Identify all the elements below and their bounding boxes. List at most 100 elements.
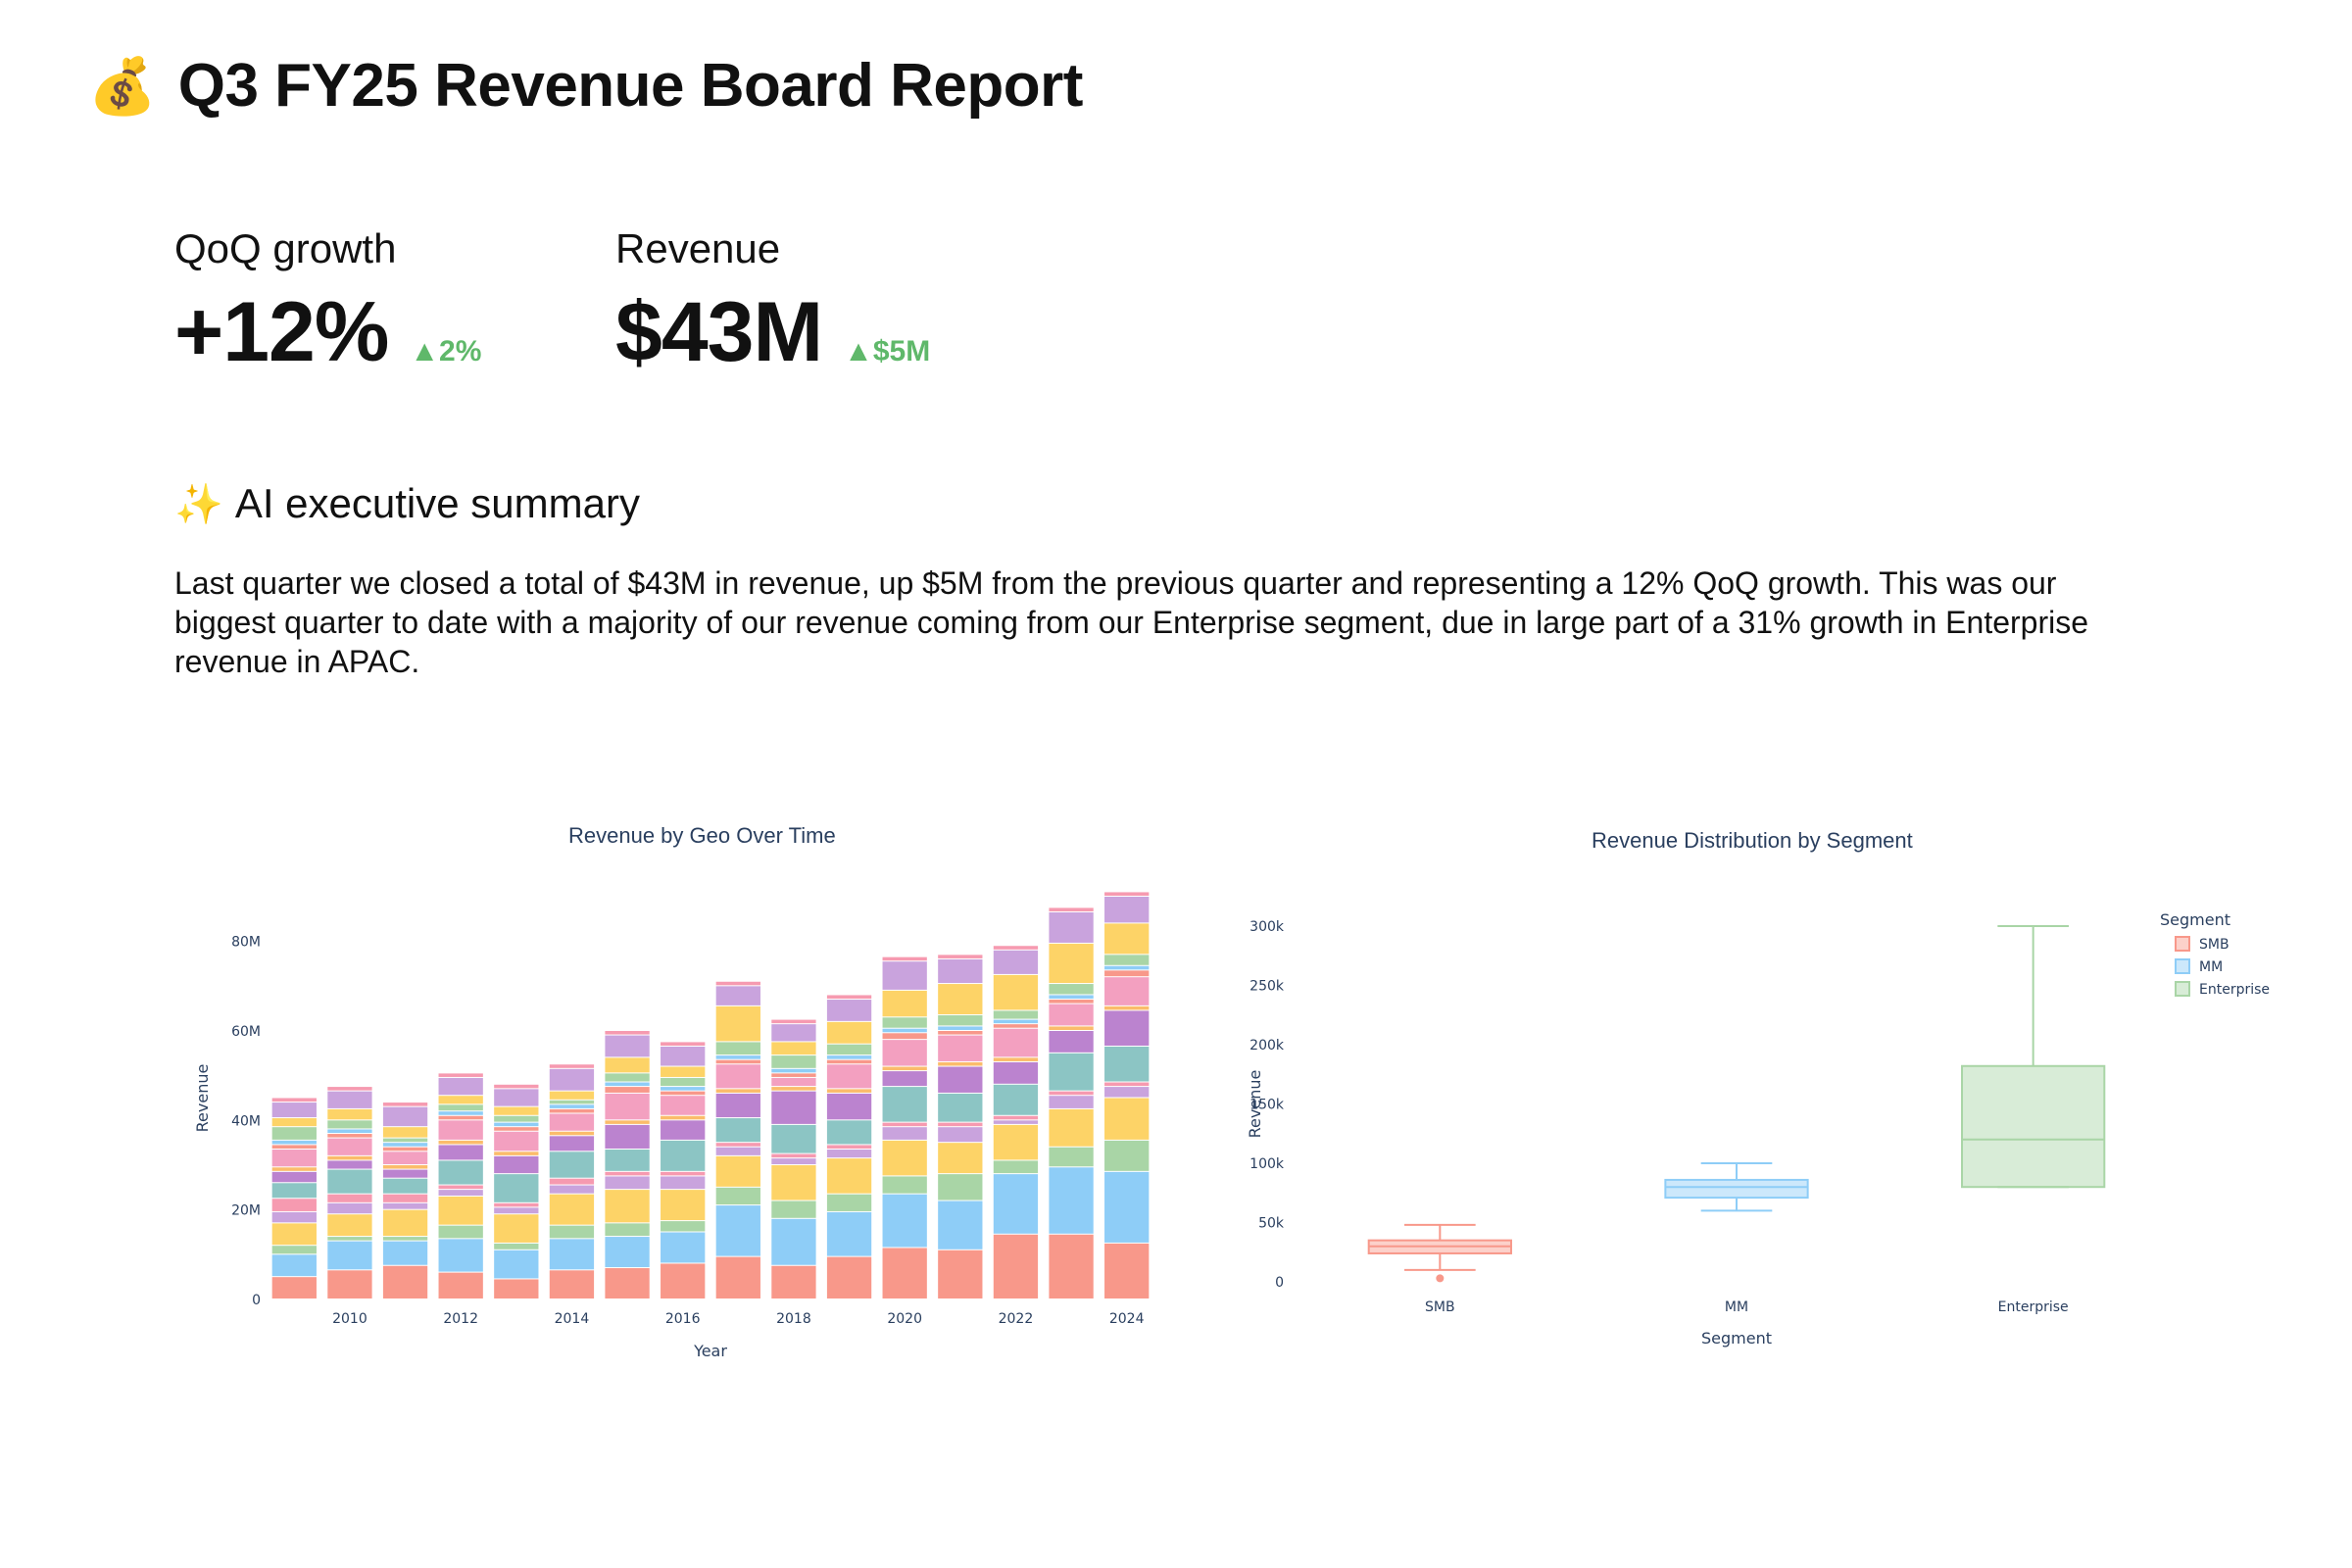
bar-segment (938, 958, 983, 984)
bar-segment (327, 1241, 372, 1270)
bar-segment (605, 1120, 650, 1124)
bar-segment (993, 1174, 1039, 1234)
report-header: 💰 Q3 FY25 Revenue Board Report (88, 51, 1083, 121)
bar-segment (661, 1120, 706, 1140)
money-bag-icon: 💰 (88, 54, 157, 117)
bar-segment (826, 1194, 872, 1211)
bar-segment (549, 1185, 595, 1194)
bar-segment (494, 1089, 539, 1106)
bar-segment (715, 1147, 760, 1155)
bar-segment (605, 1268, 650, 1298)
bar-segment (882, 1194, 927, 1248)
bar-segment (271, 1171, 317, 1183)
bar-segment (771, 1019, 816, 1024)
bar-segment (938, 1127, 983, 1143)
summary-title: AI executive summary (234, 480, 640, 526)
x-tick-label: 2010 (332, 1311, 368, 1327)
box (1664, 1178, 1809, 1200)
bar-segment (494, 1155, 539, 1174)
bar-segment (605, 1223, 650, 1237)
bar-segment (1049, 943, 1094, 984)
bar-segment (882, 1017, 927, 1028)
metric-qoq-growth: QoQ growth +12% ▲2% (174, 225, 481, 381)
bar-segment (993, 1024, 1039, 1028)
bar-segment (938, 955, 983, 958)
bar-segment (661, 1232, 706, 1263)
bar-segment (993, 1234, 1039, 1298)
bar-segment (1104, 977, 1150, 1005)
bar-segment (494, 1207, 539, 1214)
legend-entry: SMB (2199, 937, 2230, 953)
bar-segment (327, 1138, 372, 1155)
bar-segment (715, 1118, 760, 1143)
bar-segment (605, 1087, 650, 1093)
bar-segment (661, 1096, 706, 1115)
summary-body: Last quarter we closed a total of $43M i… (174, 565, 2089, 679)
bar-segment (882, 956, 927, 961)
bar-segment (938, 1015, 983, 1026)
bar-segment (1049, 1108, 1094, 1147)
bar-segment (771, 1042, 816, 1055)
bar-segment (661, 1190, 706, 1221)
bar-segment (1104, 1243, 1150, 1298)
bar-segment (1049, 984, 1094, 995)
bar-segment (1049, 1053, 1094, 1091)
bar-segment (826, 1120, 872, 1145)
bar-segment (938, 1061, 983, 1066)
bar-segment (271, 1183, 317, 1199)
bar-segment (938, 1026, 983, 1030)
bar-segment (938, 984, 983, 1015)
bar-segment (715, 1256, 760, 1298)
bar-segment (993, 1061, 1039, 1084)
bar-segment (715, 1155, 760, 1187)
bar-segment (1049, 1234, 1094, 1298)
bar-segment (438, 1115, 483, 1120)
bar-segment (771, 1091, 816, 1124)
bar-segment (771, 1153, 816, 1158)
bar-segment (494, 1115, 539, 1122)
bar-segment (882, 990, 927, 1017)
bar-segment (438, 1196, 483, 1225)
bar-segment (382, 1106, 428, 1127)
x-tick-label: 2020 (887, 1311, 922, 1327)
bar-segment (715, 1042, 760, 1055)
y-tick-label: 80M (231, 935, 261, 951)
bar-segment (271, 1145, 317, 1150)
bar-segment (771, 1124, 816, 1153)
bar-segment (494, 1243, 539, 1250)
bar-segment (327, 1214, 372, 1237)
bar-segment (826, 1093, 872, 1120)
bar-segment (494, 1214, 539, 1243)
bar-segment (826, 1059, 872, 1064)
bar-segment (1104, 892, 1150, 896)
bar-segment (938, 1122, 983, 1127)
metric-value: $43M (615, 285, 823, 379)
bar-segment (715, 1055, 760, 1059)
x-axis-label: Year (693, 1342, 727, 1360)
box (1961, 1064, 2106, 1189)
x-tick-label: 2012 (443, 1311, 478, 1327)
y-tick-label: 60M (231, 1024, 261, 1040)
bar-segment (882, 1127, 927, 1140)
bar-segment (826, 1089, 872, 1093)
bar-segment (771, 1165, 816, 1200)
x-tick-label: 2022 (999, 1311, 1034, 1327)
bar-segment (605, 1237, 650, 1268)
bar-segment (993, 946, 1039, 950)
bar-segment (1049, 907, 1094, 911)
bar-segment (382, 1194, 428, 1202)
chart-title: Revenue Distribution by Segment (1592, 828, 1913, 853)
bar-segment (1104, 1140, 1150, 1171)
bar-segment (993, 1124, 1039, 1160)
bar-segment (661, 1171, 706, 1176)
bar-segment (605, 1073, 650, 1082)
bar-segment (993, 1120, 1039, 1124)
bar-segment (993, 1084, 1039, 1115)
bar-segment (882, 1028, 927, 1033)
bar-segment (549, 1113, 595, 1131)
bar-segment (826, 995, 872, 1000)
x-tick-label: MM (1725, 1299, 1748, 1315)
bar-segment (327, 1202, 372, 1214)
bar-segment (993, 1010, 1039, 1019)
bar-segment (826, 1158, 872, 1194)
